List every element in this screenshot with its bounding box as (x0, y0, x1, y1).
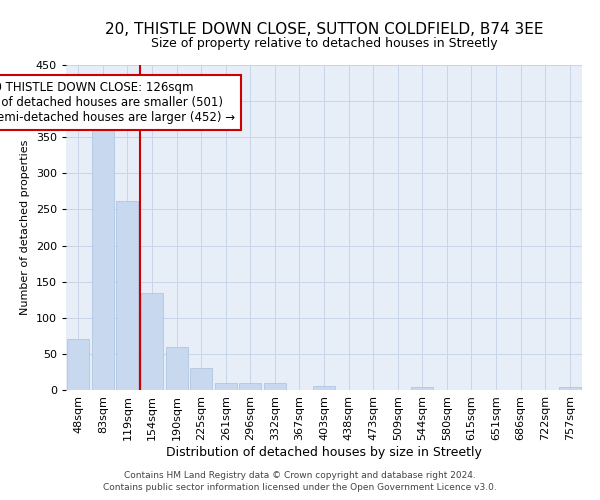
Bar (559, 387, 581, 390)
Bar (67, 340, 89, 390)
Text: Contains HM Land Registry data © Crown copyright and database right 2024.: Contains HM Land Registry data © Crown c… (124, 471, 476, 480)
Bar (313, 386, 335, 390)
Y-axis label: Number of detached properties: Number of detached properties (20, 140, 30, 315)
Bar (264, 383, 286, 390)
Bar (190, 368, 212, 390)
Bar (239, 383, 262, 390)
Bar (92, 116, 114, 390)
Text: Size of property relative to detached houses in Streetly: Size of property relative to detached ho… (151, 38, 497, 51)
Bar (141, 292, 163, 390)
X-axis label: Distribution of detached houses by size in Streetly: Distribution of detached houses by size … (166, 446, 482, 458)
Text: 20 THISTLE DOWN CLOSE: 126sqm
← 52% of detached houses are smaller (501)
47% of : 20 THISTLE DOWN CLOSE: 126sqm ← 52% of d… (0, 81, 235, 124)
Bar (166, 346, 188, 390)
Text: Contains public sector information licensed under the Open Government Licence v3: Contains public sector information licen… (103, 484, 497, 492)
Bar (215, 383, 237, 390)
Bar (411, 387, 433, 390)
Text: 20, THISTLE DOWN CLOSE, SUTTON COLDFIELD, B74 3EE: 20, THISTLE DOWN CLOSE, SUTTON COLDFIELD… (105, 22, 543, 38)
Bar (116, 201, 139, 390)
